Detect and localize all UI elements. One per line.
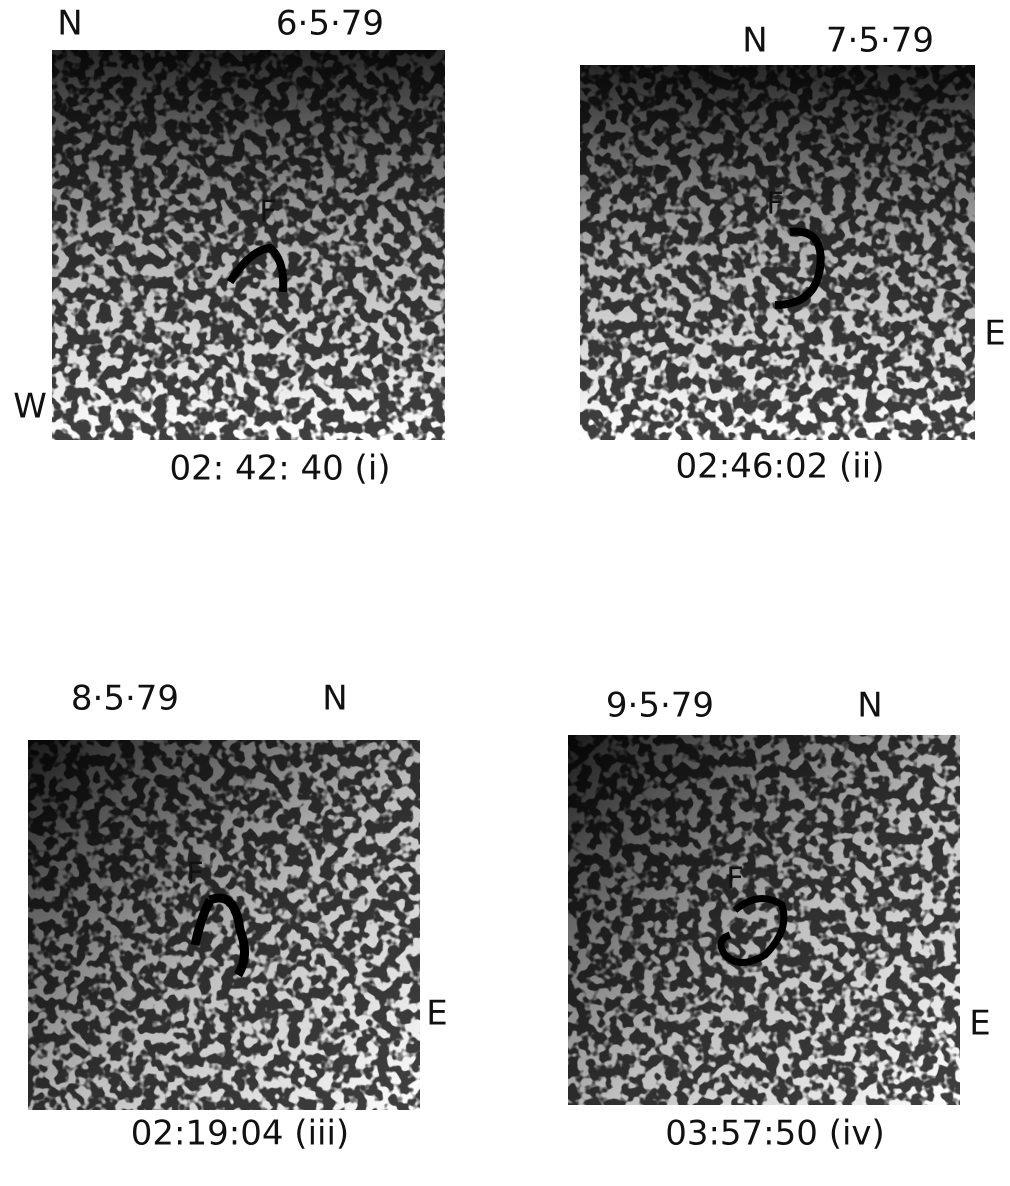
date-label: 7·5·79 — [826, 21, 934, 61]
feature-label: F — [186, 857, 203, 892]
north-label: N — [322, 679, 347, 719]
feature-outline — [226, 243, 288, 293]
panel: 9·5·79 N F E 03:57:50 (iv) — [568, 686, 991, 1154]
feature-label: F — [766, 187, 783, 222]
east-label: E — [426, 994, 447, 1034]
date-label: 6·5·79 — [276, 4, 384, 44]
panel: 8·5·79 N F E 02:19:04 (iii) — [28, 679, 448, 1154]
texture — [580, 65, 975, 440]
feature-label: F — [259, 195, 276, 230]
feature-outline — [717, 895, 788, 966]
north-label: N — [857, 686, 882, 726]
east-label: E — [984, 314, 1005, 354]
feature-outline — [774, 227, 825, 309]
feature-outline — [190, 893, 249, 978]
texture — [28, 740, 420, 1110]
texture — [52, 50, 445, 440]
caption: 02:19:04 (iii) — [131, 1114, 349, 1154]
date-label: 8·5·79 — [71, 679, 179, 719]
date-label: 9·5·79 — [606, 686, 714, 726]
north-label: N — [57, 4, 82, 44]
east-label: E — [969, 1004, 990, 1044]
caption: 03:57:50 (iv) — [665, 1114, 885, 1154]
west-label: W — [13, 387, 47, 427]
texture — [568, 735, 960, 1105]
panel: N 7·5·79 F E 02:46:02 (ii) — [580, 21, 1006, 487]
north-label: N — [742, 21, 767, 61]
feature-label: F — [726, 862, 743, 897]
caption: 02: 42: 40 (i) — [169, 449, 390, 489]
panel: N 6·5·79 F W 02: 42: 40 (i) — [13, 4, 445, 489]
caption: 02:46:02 (ii) — [676, 447, 885, 487]
